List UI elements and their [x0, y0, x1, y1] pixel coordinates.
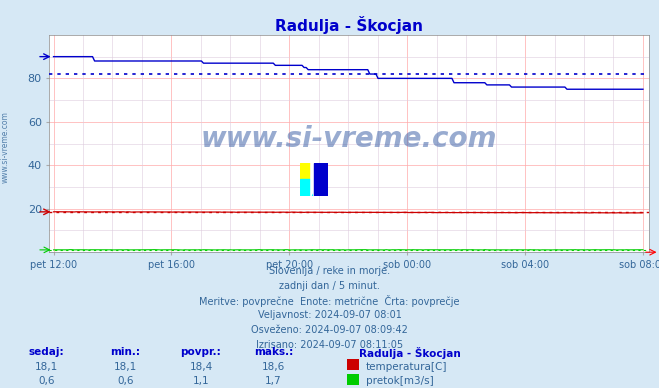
Text: Izrisano: 2024-09-07 08:11:05: Izrisano: 2024-09-07 08:11:05 [256, 340, 403, 350]
Text: maks.:: maks.: [254, 347, 293, 357]
Text: temperatura[C]: temperatura[C] [366, 362, 447, 372]
Text: Osveženo: 2024-09-07 08:09:42: Osveženo: 2024-09-07 08:09:42 [251, 325, 408, 335]
Polygon shape [311, 163, 328, 196]
Bar [300, 179, 314, 196]
Polygon shape [314, 163, 328, 196]
Text: pretok[m3/s]: pretok[m3/s] [366, 376, 434, 386]
Text: www.si-vreme.com: www.si-vreme.com [201, 125, 498, 153]
Bar [314, 163, 328, 196]
Text: Meritve: povprečne  Enote: metrične  Črta: povprečje: Meritve: povprečne Enote: metrične Črta:… [199, 295, 460, 307]
Text: 18,1: 18,1 [113, 362, 137, 372]
Text: 18,4: 18,4 [189, 362, 213, 372]
Text: 1,1: 1,1 [192, 376, 210, 386]
Text: min.:: min.: [110, 347, 140, 357]
Text: 0,6: 0,6 [38, 376, 55, 386]
Text: Slovenija / reke in morje.: Slovenija / reke in morje. [269, 266, 390, 276]
Text: 18,6: 18,6 [262, 362, 285, 372]
Polygon shape [314, 163, 328, 196]
Text: 0,6: 0,6 [117, 376, 134, 386]
Title: Radulja - Škocjan: Radulja - Škocjan [275, 16, 423, 34]
Text: sedaj:: sedaj: [28, 347, 64, 357]
Text: Veljavnost: 2024-09-07 08:01: Veljavnost: 2024-09-07 08:01 [258, 310, 401, 320]
Text: 1,7: 1,7 [265, 376, 282, 386]
Text: Radulja - Škocjan: Radulja - Škocjan [359, 347, 461, 359]
Text: zadnji dan / 5 minut.: zadnji dan / 5 minut. [279, 281, 380, 291]
Text: povpr.:: povpr.: [181, 347, 221, 357]
Text: www.si-vreme.com: www.si-vreme.com [1, 111, 10, 184]
Bar [300, 163, 314, 179]
Text: 18,1: 18,1 [34, 362, 58, 372]
